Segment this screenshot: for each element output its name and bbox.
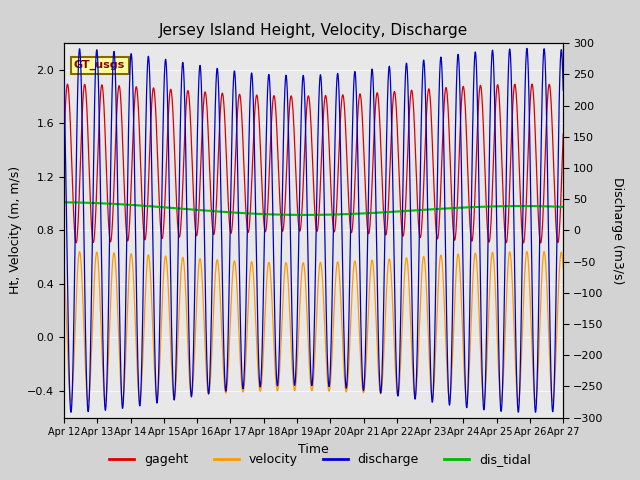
Y-axis label: Discharge (m3/s): Discharge (m3/s) xyxy=(611,177,624,284)
Text: GT_usgs: GT_usgs xyxy=(74,60,125,70)
X-axis label: Time: Time xyxy=(298,443,329,456)
Legend: gageht, velocity, discharge, dis_tidal: gageht, velocity, discharge, dis_tidal xyxy=(104,448,536,471)
Title: Jersey Island Height, Velocity, Discharge: Jersey Island Height, Velocity, Discharg… xyxy=(159,23,468,38)
Y-axis label: Ht, Velocity (m, m/s): Ht, Velocity (m, m/s) xyxy=(8,167,22,294)
